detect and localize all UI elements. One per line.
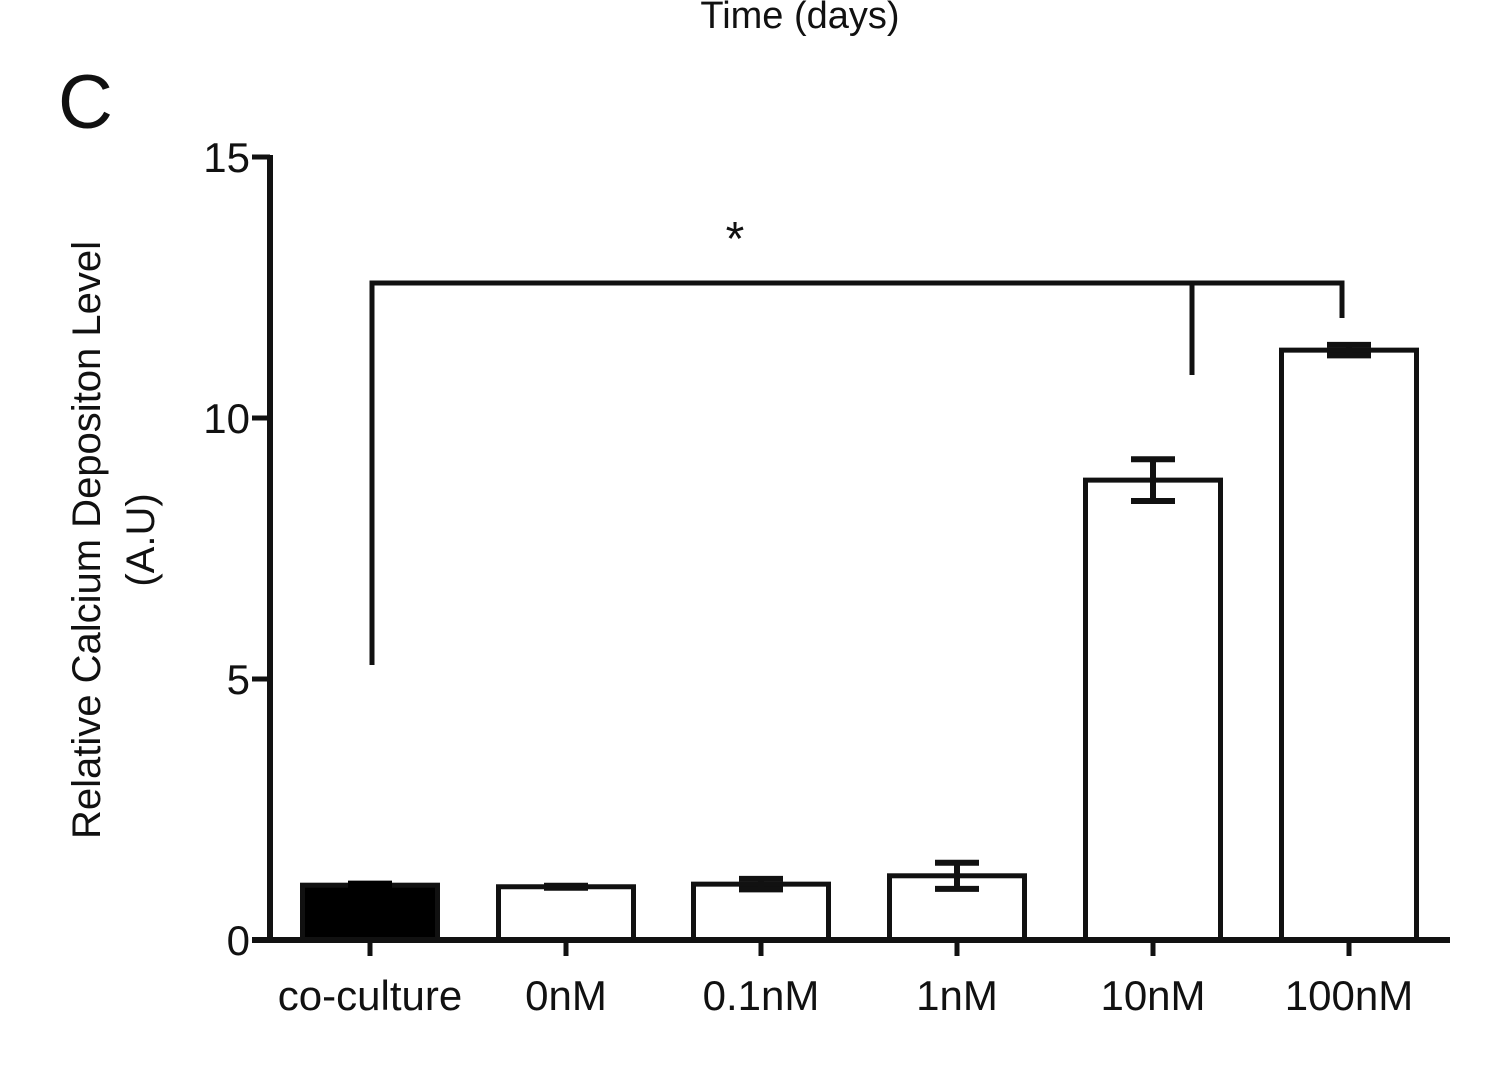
error-bar (544, 882, 588, 891)
x-tick-label: 10nM (1100, 972, 1205, 1019)
y-label-line: (A.U) (119, 493, 163, 586)
y-label: Relative Calcium Depositon Level (A.U) (65, 241, 163, 839)
bar (1083, 477, 1223, 943)
axis-title-cutoff: Time (days) (700, 0, 899, 37)
x-tick-label: 0nM (525, 972, 607, 1019)
significance-star: * (726, 213, 745, 266)
y-tick-label: 10 (203, 395, 250, 442)
y-tick-label: 15 (203, 134, 250, 181)
x-tick-label: 0.1nM (703, 972, 820, 1019)
y-tick-label: 5 (227, 656, 250, 703)
bar (1279, 347, 1419, 943)
panel-label: C (58, 60, 113, 145)
x-tick-label: co-culture (278, 972, 462, 1019)
x-tick-label: 1nM (916, 972, 998, 1019)
error-bar (1327, 341, 1371, 359)
bar (887, 873, 1027, 943)
error-bar (348, 880, 392, 890)
bar (496, 884, 636, 943)
x-tick-label: 100nM (1285, 972, 1413, 1019)
error-bar (935, 859, 979, 892)
error-bar (1131, 456, 1175, 504)
bar (691, 881, 831, 943)
error-bar (739, 875, 783, 893)
y-tick-label: 0 (227, 917, 250, 964)
bar (300, 882, 440, 943)
y-label-line: Relative Calcium Depositon Level (65, 241, 109, 839)
significance-bracket (369, 280, 1345, 665)
